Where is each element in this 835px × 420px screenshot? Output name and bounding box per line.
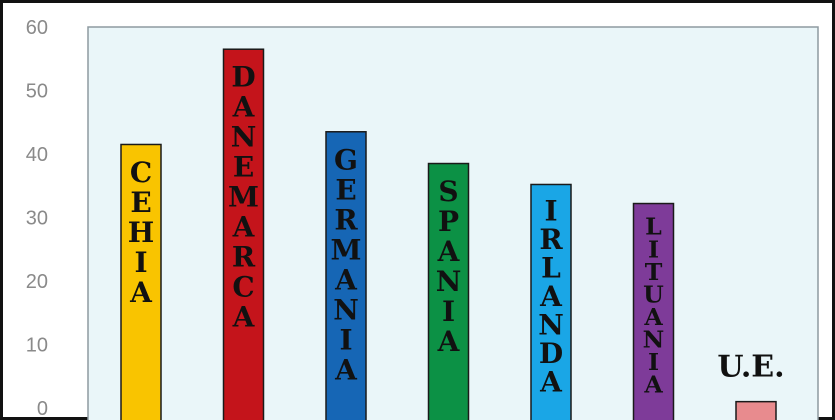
bar-label-letter: A <box>334 263 358 296</box>
bar <box>120 143 162 420</box>
bar-label-letter: C <box>232 271 254 304</box>
bar-label-letter: R <box>232 241 256 274</box>
bar-label-letter: I <box>648 348 659 376</box>
bar-label-letter: M <box>228 181 259 214</box>
bar-label-letter: R <box>334 203 358 236</box>
bars: CEHIADANEMARCAGERMANIASPANIAIRLANDALITUA… <box>120 48 785 420</box>
bar-label-letter: A <box>437 325 461 358</box>
y-tick-label: 50 <box>26 81 48 103</box>
bar-label-letter: I <box>544 195 557 228</box>
bar <box>735 400 777 420</box>
bar <box>530 183 572 420</box>
y-axis-ticks: 0 10 20 30 40 50 60 <box>26 17 48 420</box>
bar-label-letter: A <box>232 91 256 124</box>
bar-label-letter: I <box>134 246 147 279</box>
bar-label-letter: C <box>130 156 152 189</box>
bar <box>632 202 675 420</box>
bar-label-letter: N <box>538 309 564 342</box>
bar-label-letter: A <box>437 235 461 268</box>
bar-label-letter: L <box>541 252 561 285</box>
bar-label-letter: N <box>333 293 359 326</box>
bar-label-letter: D <box>231 61 255 94</box>
bar-label-letter: P <box>438 205 459 238</box>
bar-label-letter: A <box>643 371 663 399</box>
bar-label-letter: E <box>335 173 356 206</box>
bar <box>222 48 265 420</box>
bar-label-letter: H <box>128 216 154 249</box>
bar-label-letter: E <box>130 186 151 219</box>
y-tick-label: 10 <box>26 335 48 357</box>
bar-label-letter: A <box>539 280 563 313</box>
bar-label-letter: I <box>648 235 659 263</box>
bar-label-letter: N <box>643 325 665 353</box>
bar-label-letter: A <box>129 276 153 309</box>
bar-label-letter: E <box>233 151 254 184</box>
bar-label-letter: N <box>231 121 257 154</box>
bar-label-letter: L <box>645 213 662 241</box>
bar-label-letter: A <box>232 211 256 244</box>
bar-label-letter: A <box>334 353 358 386</box>
bar-label-letter: I <box>339 323 352 356</box>
bar-label-letter: A <box>539 366 563 399</box>
bar-label-letter: U <box>643 280 664 308</box>
bar <box>427 162 470 420</box>
bar-label-letter: M <box>331 233 362 266</box>
bar-label-letter: A <box>232 301 256 334</box>
y-tick-label: 40 <box>26 144 48 166</box>
bar-label-letter: A <box>643 303 663 331</box>
y-tick-label: 0 <box>37 398 48 420</box>
bar-label-letter: R <box>539 223 563 256</box>
bar-label-letter: G <box>334 143 358 176</box>
y-tick-label: 20 <box>26 271 48 293</box>
bar-label-letter: T <box>645 258 663 286</box>
bar-label-letter: N <box>436 265 462 298</box>
bar <box>325 131 367 420</box>
bar-label-letter: S <box>438 175 458 208</box>
bar-label-letter: D <box>539 337 563 370</box>
bar-label: U.E. <box>717 350 784 385</box>
y-tick-label: 30 <box>26 208 48 230</box>
y-tick-label: 60 <box>26 17 48 39</box>
bar-label-letter: I <box>442 295 455 328</box>
